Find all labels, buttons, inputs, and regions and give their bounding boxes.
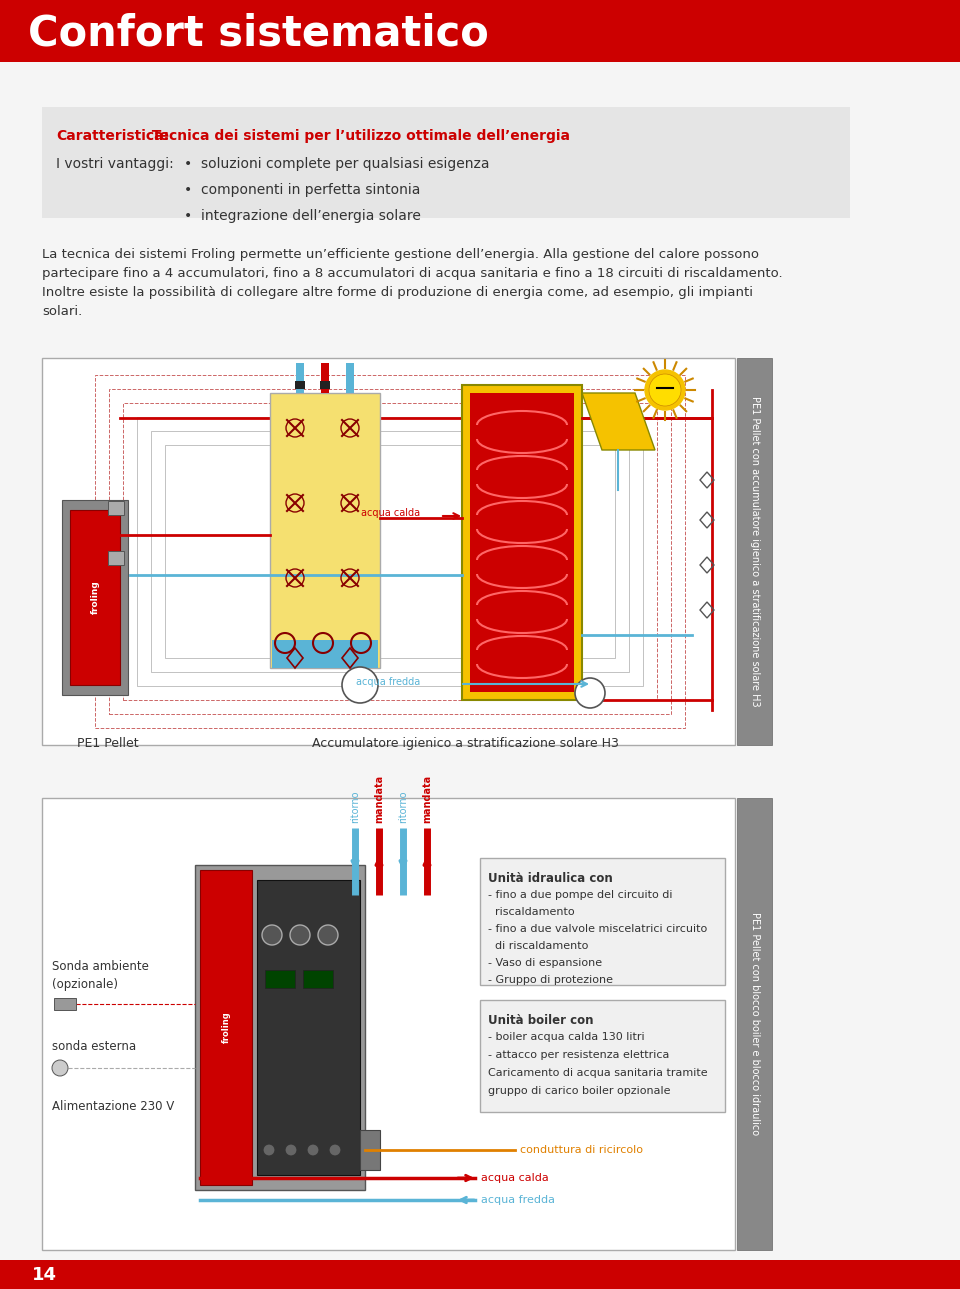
Bar <box>462 385 582 700</box>
Bar <box>54 998 76 1011</box>
Text: acqua fredda: acqua fredda <box>481 1195 555 1205</box>
Bar <box>151 431 629 672</box>
Circle shape <box>262 926 282 945</box>
Bar <box>480 858 725 985</box>
Text: ritorno: ritorno <box>350 790 360 822</box>
Text: conduttura di ricircolo: conduttura di ricircolo <box>520 1145 643 1155</box>
Text: I vostri vantaggi:: I vostri vantaggi: <box>56 157 174 171</box>
Bar <box>108 501 124 516</box>
Circle shape <box>290 926 310 945</box>
Bar <box>303 971 333 987</box>
Text: solari.: solari. <box>42 305 83 318</box>
Bar <box>737 798 772 1250</box>
Text: Caricamento di acqua sanitaria tramite: Caricamento di acqua sanitaria tramite <box>488 1069 708 1078</box>
Text: gruppo di carico boiler opzionale: gruppo di carico boiler opzionale <box>488 1087 670 1096</box>
Text: Caratteristica:: Caratteristica: <box>56 129 169 143</box>
Text: partecipare fino a 4 accumulatori, fino a 8 accumulatori di acqua sanitaria e fi: partecipare fino a 4 accumulatori, fino … <box>42 267 782 280</box>
Text: Alimentazione 230 V: Alimentazione 230 V <box>52 1100 175 1112</box>
Text: Accumulatore igienico a stratificazione solare H3: Accumulatore igienico a stratificazione … <box>312 737 619 750</box>
Text: Sonda ambiente: Sonda ambiente <box>52 960 149 973</box>
Bar <box>123 403 657 700</box>
Bar <box>200 870 252 1185</box>
Text: •  soluzioni complete per qualsiasi esigenza: • soluzioni complete per qualsiasi esige… <box>184 157 490 171</box>
Bar <box>0 1261 960 1289</box>
Text: riscaldamento: riscaldamento <box>488 907 575 916</box>
Circle shape <box>307 1145 319 1156</box>
Text: 14: 14 <box>32 1266 57 1284</box>
Text: •  componenti in perfetta sintonia: • componenti in perfetta sintonia <box>184 183 420 197</box>
Circle shape <box>645 370 685 410</box>
Text: acqua calda: acqua calda <box>361 508 420 518</box>
Text: - boiler acqua calda 130 litri: - boiler acqua calda 130 litri <box>488 1032 644 1042</box>
Bar <box>195 865 365 1190</box>
Text: acqua fredda: acqua fredda <box>356 677 420 687</box>
Bar <box>321 363 329 393</box>
Bar <box>165 445 615 657</box>
Bar <box>737 358 772 745</box>
Polygon shape <box>582 393 655 450</box>
Text: Unità idraulica con: Unità idraulica con <box>488 871 612 886</box>
Text: PE1 Pellet con blocco boiler e blocco idraulico: PE1 Pellet con blocco boiler e blocco id… <box>750 913 759 1136</box>
Bar <box>296 363 304 393</box>
Bar <box>42 107 850 218</box>
Text: acqua calda: acqua calda <box>481 1173 549 1183</box>
Text: sonda esterna: sonda esterna <box>52 1040 136 1053</box>
Text: - attacco per resistenza elettrica: - attacco per resistenza elettrica <box>488 1051 669 1060</box>
Circle shape <box>52 1060 68 1076</box>
Text: - Vaso di espansione: - Vaso di espansione <box>488 958 602 968</box>
Bar <box>137 418 643 686</box>
Bar <box>346 363 354 393</box>
Bar <box>320 382 330 389</box>
Text: - fino a due valvole miscelatrici circuito: - fino a due valvole miscelatrici circui… <box>488 924 708 935</box>
Circle shape <box>575 678 605 708</box>
Text: La tecnica dei sistemi Froling permette un’efficiente gestione dell’energia. All: La tecnica dei sistemi Froling permette … <box>42 247 759 260</box>
Circle shape <box>329 1145 341 1156</box>
Text: Inoltre esiste la possibilità di collegare altre forme di produzione di energia : Inoltre esiste la possibilità di collega… <box>42 286 753 299</box>
Bar <box>480 1000 725 1112</box>
Text: mandata: mandata <box>374 775 384 822</box>
Bar <box>257 880 360 1176</box>
Circle shape <box>285 1145 297 1156</box>
Bar <box>108 550 124 565</box>
Bar <box>0 0 960 62</box>
Text: ritorno: ritorno <box>398 790 408 822</box>
Text: froling: froling <box>222 1012 230 1043</box>
Text: PE1 Pellet: PE1 Pellet <box>77 737 138 750</box>
Bar <box>272 641 378 668</box>
Circle shape <box>318 926 338 945</box>
Bar <box>270 393 380 668</box>
Text: Tecnica dei sistemi per l’utilizzo ottimale dell’energia: Tecnica dei sistemi per l’utilizzo ottim… <box>142 129 570 143</box>
Text: froling: froling <box>90 580 100 615</box>
Text: •  integrazione dell’energia solare: • integrazione dell’energia solare <box>184 209 420 223</box>
Circle shape <box>649 374 681 406</box>
Text: PE1 Pellet con accumulatore igienico a stratificazione solare H3: PE1 Pellet con accumulatore igienico a s… <box>750 396 759 706</box>
Text: di riscaldamento: di riscaldamento <box>488 941 588 951</box>
Circle shape <box>342 666 378 703</box>
Bar <box>295 382 305 389</box>
Bar <box>360 1130 380 1170</box>
Text: mandata: mandata <box>422 775 432 822</box>
Bar <box>265 971 295 987</box>
Bar <box>42 798 735 1250</box>
Bar <box>109 389 671 714</box>
Text: - fino a due pompe del circuito di: - fino a due pompe del circuito di <box>488 889 673 900</box>
Circle shape <box>263 1145 275 1156</box>
Bar <box>42 358 735 745</box>
Bar <box>70 510 120 684</box>
Text: (opzionale): (opzionale) <box>52 978 118 991</box>
Bar <box>470 393 574 692</box>
Text: Unità boiler con: Unità boiler con <box>488 1014 593 1027</box>
Bar <box>62 500 128 695</box>
Text: - Gruppo di protezione: - Gruppo di protezione <box>488 974 613 985</box>
Text: Confort sistematico: Confort sistematico <box>28 12 489 54</box>
Bar <box>95 375 685 728</box>
